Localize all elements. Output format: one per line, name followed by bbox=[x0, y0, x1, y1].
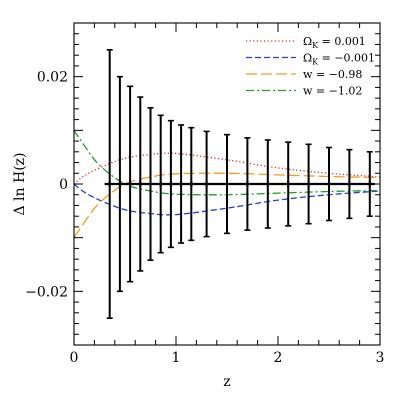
x-tick-label: 1 bbox=[172, 350, 181, 366]
x-tick-label: 0 bbox=[70, 350, 79, 366]
y-tick-label: −0.02 bbox=[25, 284, 68, 300]
y-tick-label: 0.02 bbox=[37, 70, 68, 86]
x-axis-label: z bbox=[223, 374, 230, 390]
legend-label-4: w = −1.02 bbox=[303, 85, 362, 98]
y-tick-label: 0 bbox=[59, 177, 68, 193]
legend-label-3: w = −0.98 bbox=[303, 68, 362, 81]
tick-labels: 0 1 2 3 −0.02 0 0.02 bbox=[25, 70, 384, 366]
error-bars bbox=[104, 49, 375, 319]
legend-label-1: ΩK = 0.001 bbox=[303, 35, 366, 50]
x-tick-label: 2 bbox=[274, 350, 283, 366]
x-tick-label: 3 bbox=[376, 350, 385, 366]
legend-label-2: ΩK = −0.001 bbox=[303, 52, 375, 67]
y-axis-label: Δ ln H(z) bbox=[12, 152, 28, 215]
axes bbox=[73, 22, 381, 346]
